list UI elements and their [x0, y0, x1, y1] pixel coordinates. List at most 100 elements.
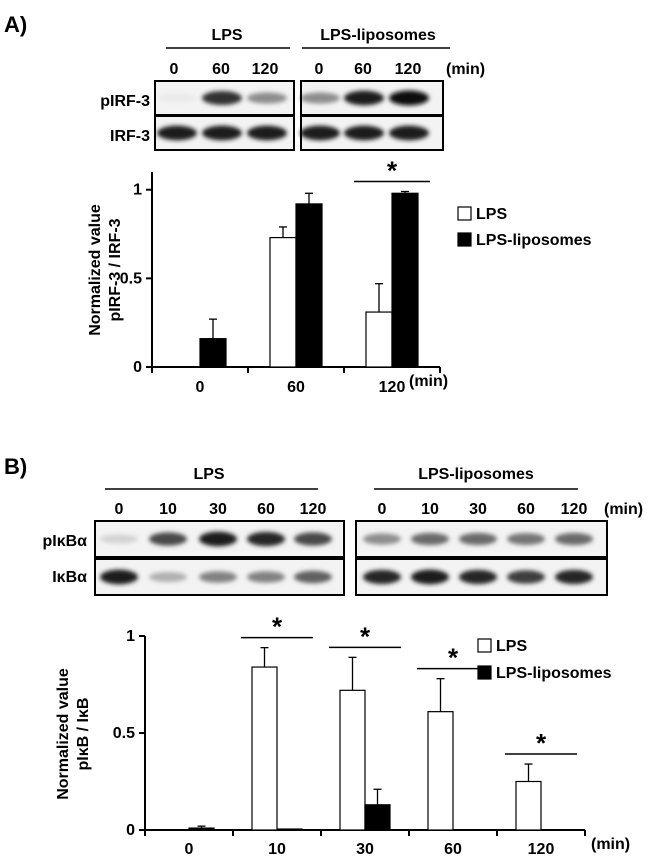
panel-a-chart: Normalized value pIRF-3 / IRF-3 0 0.5 1 0 60…	[87, 156, 592, 397]
panel-b-ylabel-2: pIκB / IκB	[75, 698, 92, 771]
panel-a-significance-star: *	[387, 156, 398, 186]
blot-band	[507, 570, 545, 584]
blot-band	[459, 570, 497, 584]
panel-a-bar-lps-120	[366, 312, 392, 367]
panel-b-bar-lps-60	[428, 712, 453, 830]
panel-b-time-lip-0: 0	[378, 501, 387, 518]
blot-band	[202, 91, 242, 105]
blot-band	[149, 572, 187, 582]
panel-b-legend-label-lps: LPS	[496, 638, 527, 655]
panel-b-x-unit: (min)	[591, 836, 630, 853]
panel-a-time-lip-0: 0	[315, 61, 324, 78]
panel-b-time-lps-10: 10	[159, 501, 177, 518]
panel-b-y-tick-label: 1	[126, 628, 135, 645]
panel-a-bar-liposomes-120	[392, 193, 418, 367]
blot-band	[247, 92, 287, 103]
panel-a-bar-lps-60	[270, 238, 296, 367]
panel-b-significance-star: *	[448, 643, 459, 673]
blot-band	[199, 571, 237, 583]
panel-a-time-lps-60: 60	[212, 61, 230, 78]
panel-a-legend-label-lps: LPS	[476, 206, 507, 223]
panel-b-blot: B) LPS LPS-liposomes 0 10 30 60 120 0 10 30 60 12…	[4, 454, 643, 595]
panel-a-y-tick-label: 0.5	[120, 270, 142, 287]
blot-band	[344, 91, 384, 106]
blot-band	[199, 532, 237, 547]
panel-b-bar-liposomes-10	[277, 829, 302, 830]
panel-a-y-tick-label: 1	[133, 182, 142, 199]
panel-a-bar-liposomes-0	[200, 339, 226, 367]
panel-b-time-lip-120: 120	[561, 501, 588, 518]
blot-band	[247, 126, 287, 141]
panel-a-time-lps-0: 0	[170, 61, 179, 78]
panel-b-time-lps-120: 120	[300, 501, 327, 518]
panel-b-y-tick-label: 0.5	[113, 725, 135, 742]
panel-b-bar-lps-10	[252, 667, 277, 830]
panel-a-time-unit: (min)	[446, 61, 485, 78]
blot-band	[100, 570, 138, 585]
panel-b-ylabel-1: Normalized value	[55, 668, 72, 800]
panel-a-x-tick-label: 0	[196, 379, 205, 396]
blot-band	[157, 94, 197, 102]
panel-a-bar-liposomes-60	[296, 204, 322, 367]
panel-b-significance-star: *	[272, 612, 283, 642]
blot-band	[411, 570, 449, 585]
panel-b-group-lps: LPS	[193, 466, 224, 483]
blot-band	[459, 533, 497, 545]
panel-b-time-unit: (min)	[604, 501, 643, 518]
panel-a-legend-swatch-liposomes	[458, 233, 471, 246]
blot-row-label-ikba: IκBα	[52, 569, 87, 586]
panel-b-time-lps-30: 30	[209, 501, 227, 518]
panel-b-y-tick-label: 0	[126, 822, 135, 839]
blot-band	[363, 533, 401, 544]
blot-band	[507, 533, 545, 545]
blot-band	[555, 570, 593, 584]
panel-a-time-lip-60: 60	[354, 61, 372, 78]
panel-b-time-lip-10: 10	[421, 501, 439, 518]
panel-a-group-lps: LPS	[211, 27, 242, 44]
panel-b-legend-swatch-liposomes	[478, 666, 491, 679]
panel-b-time-lps-60: 60	[257, 501, 275, 518]
panel-b-x-tick-label: 60	[444, 841, 462, 858]
blot-band	[294, 571, 332, 584]
panel-a-time-lps-120: 120	[252, 61, 279, 78]
blot-band	[247, 532, 285, 546]
blot-band	[157, 126, 197, 141]
blot-band	[363, 570, 401, 584]
blot-row-label-pikba: pIκBα	[42, 533, 87, 550]
panel-a-legend-swatch-lps	[458, 207, 471, 220]
blot-band	[100, 534, 138, 543]
blot-band	[300, 92, 340, 103]
panel-a-blot: A) LPS LPS-liposomes 0 60 120 0 60 120 (…	[4, 12, 485, 150]
blot-band	[389, 126, 429, 141]
panel-a-x-tick-label: 60	[287, 379, 305, 396]
blot-band	[294, 532, 332, 545]
panel-b-bar-liposomes-0	[189, 828, 214, 830]
panel-b-x-tick-label: 30	[356, 841, 374, 858]
blot-row-label-irf3: IRF-3	[110, 128, 150, 145]
panel-b-legend-swatch-lps	[478, 639, 491, 652]
panel-b-time-lps-0: 0	[115, 501, 124, 518]
panel-b-legend-label-liposomes: LPS-liposomes	[496, 665, 612, 682]
panel-a-ylabel-1: Normalized value	[87, 204, 104, 336]
panel-b-x-tick-label: 10	[268, 841, 286, 858]
blot-band	[300, 126, 340, 141]
blot-band	[202, 126, 242, 141]
panel-b-group-liposomes: LPS-liposomes	[418, 466, 534, 483]
blot-band	[411, 533, 449, 545]
panel-b-chart: Normalized value pIκB / IκB 00.510 10 30 60…	[55, 612, 630, 858]
panel-b-label: B)	[4, 454, 27, 479]
panel-b-x-tick-label: 0	[185, 841, 194, 858]
blot-band	[247, 571, 285, 583]
panel-a-legend-label-liposomes: LPS-liposomes	[476, 232, 592, 249]
panel-b-bar-lps-120	[516, 782, 541, 831]
blot-band	[344, 126, 384, 141]
panel-b-x-tick-label: 120	[528, 841, 555, 858]
panel-a-x-unit: (min)	[409, 373, 448, 390]
panel-b-significance-star: *	[360, 621, 371, 651]
panel-a-x-tick-label: 120	[379, 379, 406, 396]
blot-band	[555, 533, 593, 545]
panel-b-time-lip-30: 30	[469, 501, 487, 518]
panel-a-group-liposomes: LPS-liposomes	[320, 27, 436, 44]
panel-a-y-tick-label: 0	[133, 359, 142, 376]
